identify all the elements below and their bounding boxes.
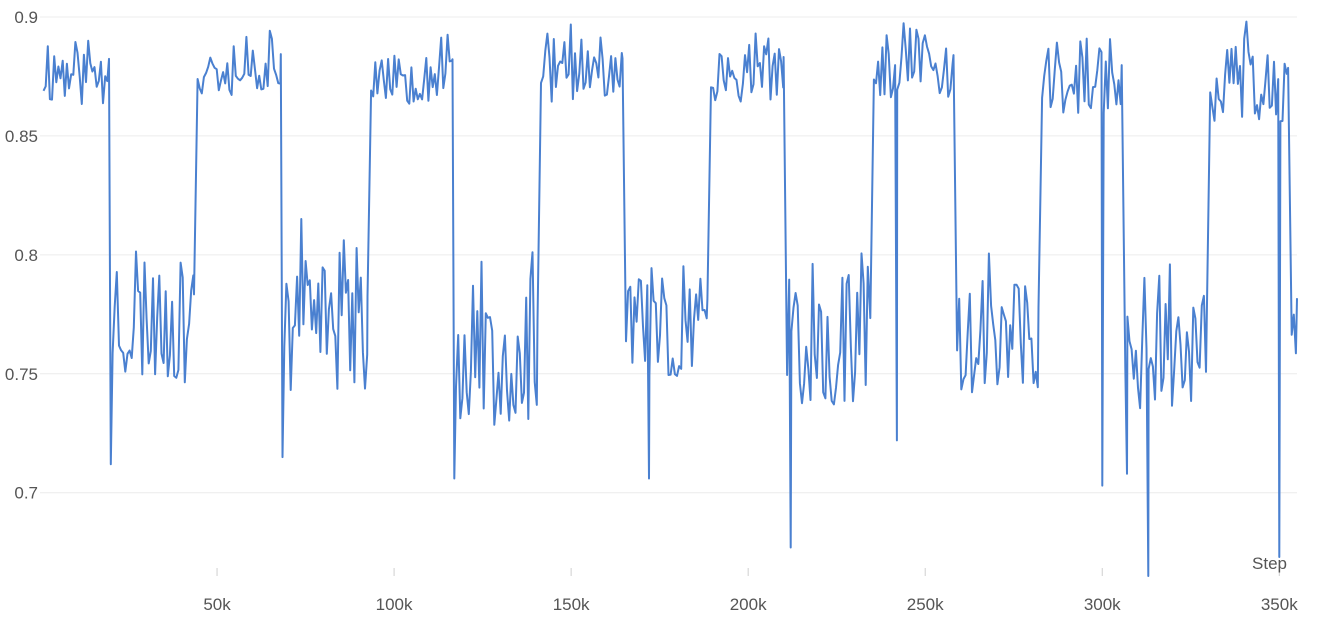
x-tick-label: 50k bbox=[203, 595, 231, 614]
y-axis-ticks: 0.7 0.75 0.8 0.85 0.9 bbox=[5, 8, 38, 503]
x-tick-label: 350k bbox=[1261, 595, 1298, 614]
y-tick-label: 0.8 bbox=[14, 246, 38, 265]
y-tick-label: 0.75 bbox=[5, 365, 38, 384]
x-tick-label: 300k bbox=[1084, 595, 1121, 614]
x-tick-label: 100k bbox=[376, 595, 413, 614]
gridlines bbox=[40, 16, 1297, 494]
x-tick-label: 150k bbox=[553, 595, 590, 614]
y-tick-label: 0.7 bbox=[14, 484, 38, 503]
x-tick-label: 200k bbox=[730, 595, 767, 614]
y-tick-label: 0.85 bbox=[5, 127, 38, 146]
x-tick-label: 250k bbox=[907, 595, 944, 614]
y-tick-label: 0.9 bbox=[14, 8, 38, 27]
x-axis-ticks: 50k 100k 150k 200k 250k 300k 350k bbox=[203, 568, 1298, 614]
series-line bbox=[42, 20, 1298, 577]
x-axis-label: Step bbox=[1252, 554, 1287, 573]
